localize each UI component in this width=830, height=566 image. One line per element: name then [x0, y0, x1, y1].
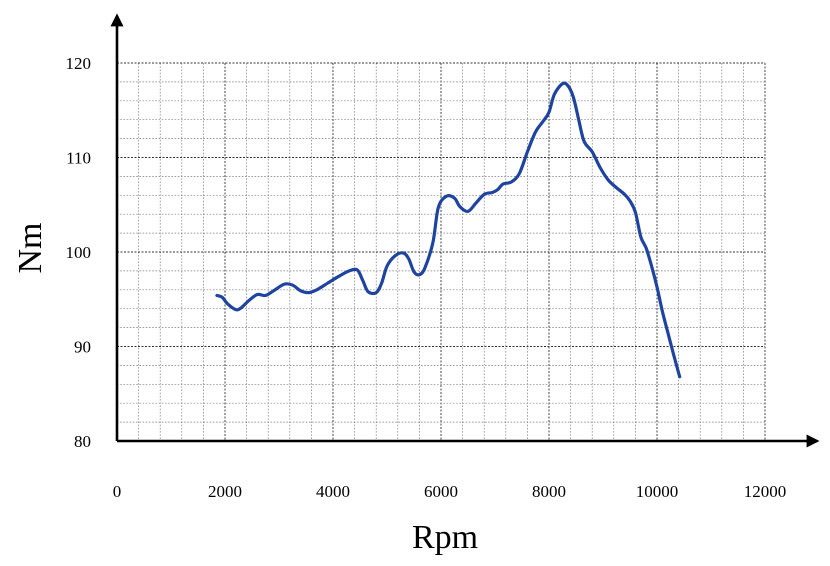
x-tick-labels: 0 2000 4000 6000 8000 10000 12000 [113, 482, 787, 501]
x-tick-label: 4000 [316, 482, 350, 501]
y-tick-label: 90 [74, 338, 91, 357]
x-tick-label: 2000 [208, 482, 242, 501]
torque-series-line [215, 81, 682, 379]
y-tick-label: 120 [66, 54, 92, 73]
x-axis-title: Rpm [412, 519, 478, 556]
series-layer [215, 81, 682, 379]
y-tick-label: 100 [66, 243, 92, 262]
y-axis-title: Nm [12, 223, 49, 274]
x-tick-label: 0 [113, 482, 122, 501]
y-tick-labels: 80 90 100 110 120 [66, 54, 92, 451]
y-tick-label: 110 [66, 149, 91, 168]
x-tick-label: 10000 [636, 482, 679, 501]
x-tick-label: 6000 [424, 482, 458, 501]
x-tick-label: 12000 [744, 482, 787, 501]
x-tick-label: 8000 [532, 482, 566, 501]
grid [117, 62, 766, 441]
y-tick-label: 80 [74, 432, 91, 451]
axes [110, 13, 820, 448]
